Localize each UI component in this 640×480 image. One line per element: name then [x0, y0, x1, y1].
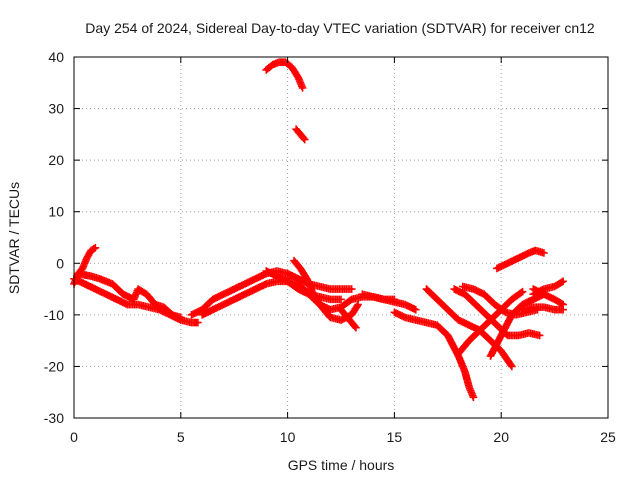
- y-tick-label: 40: [48, 49, 64, 65]
- series-arc-19: [529, 277, 567, 299]
- y-tick-label: 0: [56, 255, 64, 271]
- data-point: [352, 323, 360, 332]
- data-point: [91, 244, 100, 252]
- y-tick-label: -10: [44, 307, 64, 323]
- y-tick-label: -30: [44, 410, 64, 426]
- chart-title: Day 254 of 2024, Sidereal Day-to-day VTE…: [85, 20, 595, 36]
- x-tick-label: 25: [600, 429, 616, 445]
- data-point: [337, 295, 345, 304]
- y-tick-label: 20: [48, 152, 64, 168]
- data-point: [300, 135, 309, 144]
- series-arc-7: [337, 305, 360, 332]
- series-arc-9: [358, 290, 420, 314]
- series-arc-21: [292, 125, 309, 144]
- data-point: [518, 287, 527, 296]
- data-point: [540, 249, 548, 257]
- plot-frame: [73, 56, 609, 419]
- x-tick-label: 10: [280, 429, 296, 445]
- grid: [74, 57, 608, 418]
- axis-tick-labels: 0 5 10 15 20 25 -30 -20 -10 0 10 20 30 40: [44, 49, 616, 445]
- axis-ticks: [73, 56, 609, 419]
- data-point: [298, 84, 307, 92]
- y-tick-label: 10: [48, 204, 64, 220]
- data-point: [411, 305, 420, 314]
- series-arc-16: [493, 246, 548, 273]
- data-point: [347, 285, 356, 293]
- data-point: [194, 318, 202, 327]
- x-tick-label: 5: [177, 429, 185, 445]
- data-point: [354, 300, 362, 309]
- x-axis-label: GPS time / hours: [288, 457, 395, 473]
- series-arc-2: [70, 274, 202, 327]
- y-tick-label: -20: [44, 358, 64, 374]
- x-tick-label: 15: [387, 429, 403, 445]
- x-tick-label: 20: [493, 429, 509, 445]
- data-point: [535, 331, 544, 340]
- y-axis-label: SDTVAR / TECUs: [6, 182, 22, 294]
- data-point: [177, 313, 185, 322]
- series-arc-18: [518, 303, 567, 314]
- data-points: [70, 58, 567, 402]
- data-point: [559, 305, 567, 314]
- y-tick-label: 30: [48, 101, 64, 117]
- x-tick-label: 0: [70, 429, 78, 445]
- data-point: [469, 393, 478, 402]
- series-arc-20: [262, 58, 307, 92]
- series-arc-12: [450, 285, 544, 340]
- data-point: [559, 277, 567, 286]
- series-arc-3: [74, 269, 185, 322]
- series-arc-8: [262, 267, 399, 314]
- data-point: [508, 362, 516, 371]
- series-arc-14: [454, 287, 527, 358]
